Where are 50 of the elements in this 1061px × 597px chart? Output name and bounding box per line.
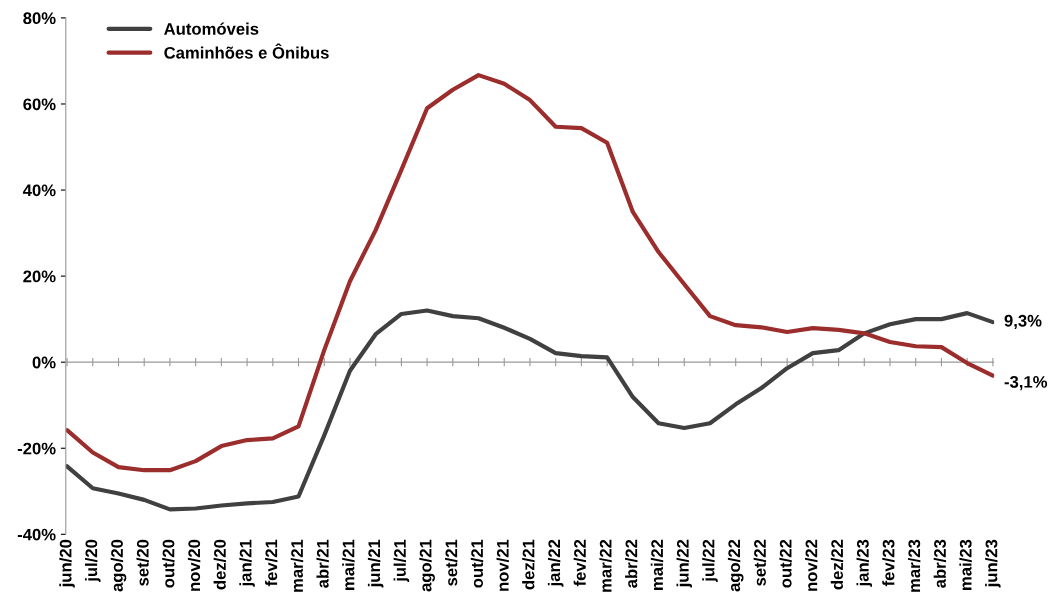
x-tick-label: fev/22 xyxy=(573,539,587,587)
x-tick-label: jun/21 xyxy=(367,539,384,588)
x-tick-label: set/22 xyxy=(753,539,767,586)
x-tick-label: mai/22 xyxy=(650,539,664,590)
x-tick-label: set/21 xyxy=(445,539,458,586)
x-tick-label: out/20 xyxy=(162,539,175,588)
line-series xyxy=(65,308,995,512)
x-tick-label: jun/20 xyxy=(59,539,75,588)
legend-label: Caminhões e Ônibus xyxy=(164,43,329,59)
x-tick-label: abr/23 xyxy=(933,539,947,588)
x-tick-label: nov/22 xyxy=(805,539,818,591)
y-tick-label: 0% xyxy=(32,356,56,369)
x-tick-label: ago/22 xyxy=(727,539,744,592)
x-tick-label: jan/23 xyxy=(856,539,873,587)
y-tick-label: -40% xyxy=(17,528,56,541)
x-tick-label: jun/22 xyxy=(676,539,693,588)
x-tick-label: ago/20 xyxy=(110,539,127,592)
x-tick-label: mar/21 xyxy=(290,539,304,592)
data-label: -3,1% xyxy=(1004,375,1048,391)
x-tick-label: mai/21 xyxy=(342,539,355,590)
x-tick-label: jul/21 xyxy=(393,539,410,583)
x-tick-label: mar/23 xyxy=(907,539,921,592)
x-tick-label: ago/21 xyxy=(419,539,435,592)
x-tick-label: out/21 xyxy=(470,539,484,588)
y-tick-label: -20% xyxy=(17,442,56,455)
x-tick-label: dez/20 xyxy=(213,539,227,590)
x-tick-label: mai/23 xyxy=(959,539,972,590)
x-tick-label: mar/22 xyxy=(599,539,612,592)
x-tick-label: dez/21 xyxy=(522,539,535,590)
x-tick-label: abr/21 xyxy=(316,539,329,588)
x-tick-label: nov/21 xyxy=(496,539,509,591)
data-label: 9,3% xyxy=(1004,314,1042,330)
x-tick-label: jan/22 xyxy=(547,539,564,587)
x-tick-label: jan/21 xyxy=(239,539,255,587)
x-tick-label: fev/23 xyxy=(882,539,895,587)
y-tick-label: 40% xyxy=(22,184,56,197)
x-tick-label: abr/22 xyxy=(625,539,638,588)
x-tick-label: fev/21 xyxy=(265,539,278,587)
y-tick-label: 60% xyxy=(23,98,56,111)
x-tick-label: set/20 xyxy=(136,539,149,586)
line-series xyxy=(65,73,995,473)
legend-label: Automóveis xyxy=(164,22,259,35)
x-tick-label: jul/22 xyxy=(702,539,718,583)
x-tick-label: jun/23 xyxy=(985,539,1001,588)
y-tick-label: 20% xyxy=(23,270,56,283)
x-tick-label: jul/20 xyxy=(85,539,101,583)
x-tick-label: nov/20 xyxy=(187,539,201,591)
x-tick-label: dez/22 xyxy=(830,539,844,590)
x-tick-label: out/22 xyxy=(779,539,792,588)
y-tick-label: 80% xyxy=(23,12,56,25)
